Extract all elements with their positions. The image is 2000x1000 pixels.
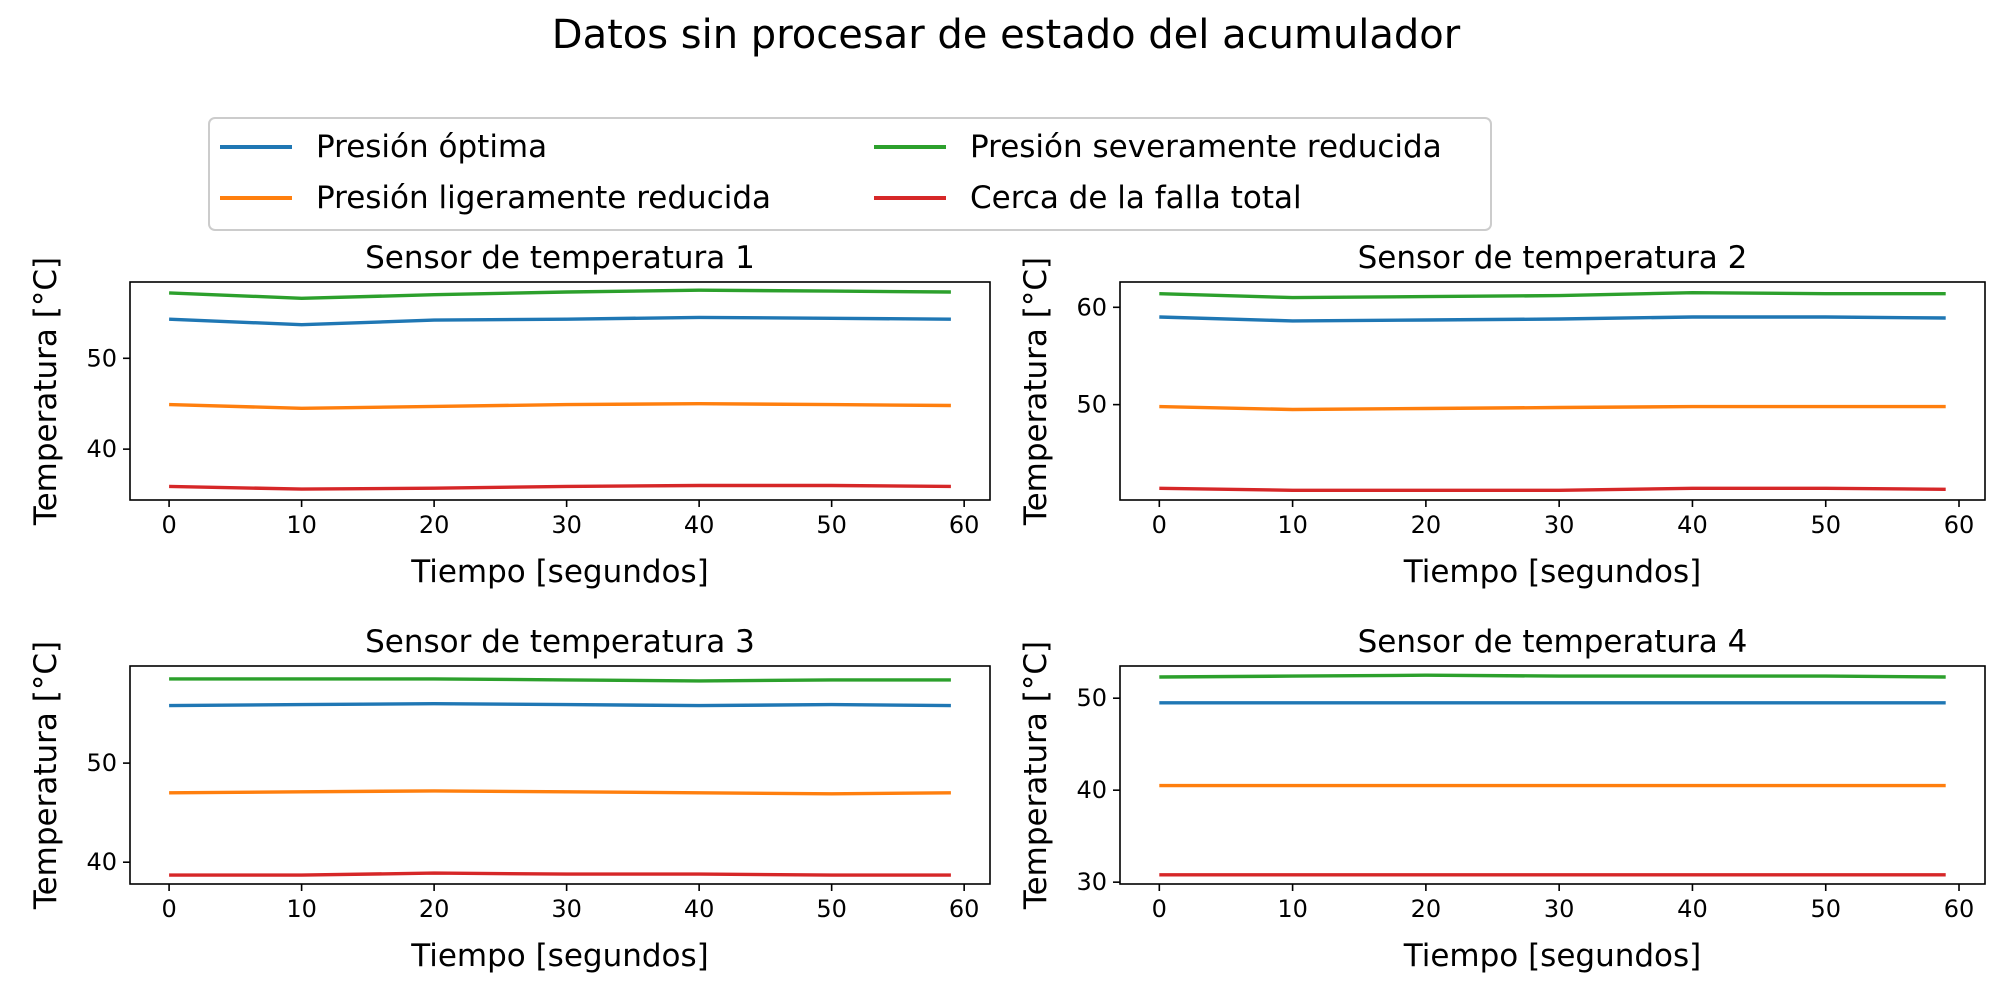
panel-4-ytick-label: 30 [1076,868,1107,896]
panel-3-xlabel: Tiempo [segundos] [410,938,709,974]
panel-sensor-4: 0 10 20 30 40 50 60 30 40 50 Sensor de temperatura… [1018,624,1986,974]
panel-4-series-3 [1159,673,1946,679]
panel-2-xtick-label: 60 [1944,511,1975,539]
figure-title: Datos sin procesar de estado del acumula… [552,12,1461,58]
panel-1-xlabel: Tiempo [segundos] [410,554,709,590]
panel-4-xtick-label: 10 [1277,895,1308,923]
panel-3-axes-frame [129,665,991,885]
panel-2-ytick-label: 50 [1076,391,1107,419]
panel-1-xtick-label: 0 [161,511,176,539]
panel-3-ylabel: Temperatura [°C] [28,641,64,910]
panel-4-axes-frame [1119,665,1986,885]
panel-3-xtick-label: 0 [161,895,176,923]
panel-4-xtick-label: 0 [1152,895,1167,923]
panel-3-ytick-label: 40 [86,848,117,876]
panel-4-ytick-label: 40 [1076,776,1107,804]
panel-2-series-2 [1159,404,1946,412]
panel-3-xtick-label: 30 [551,895,582,923]
panel-1-series-1 [169,315,951,327]
panel-4-ylabel: Temperatura [°C] [1018,641,1054,910]
panel-4-xtick-label: 30 [1544,895,1575,923]
legend-label-optima: Presión óptima [316,129,547,165]
legend-label-ligeramente: Presión ligeramente reducida [316,180,771,216]
panel-sensor-3: 0 10 20 30 40 50 60 40 50 Sensor de temperatura 3… [28,624,991,974]
panel-2-xtick-label: 0 [1152,511,1167,539]
panel-1-series-3 [169,288,951,300]
panel-1-ytick-label: 40 [86,435,117,463]
panel-3-xtick-label: 60 [949,895,980,923]
legend-label-falla: Cerca de la falla total [970,180,1302,216]
panel-1-ylabel: Temperatura [°C] [28,257,64,526]
panel-4-xtick-label: 20 [1411,895,1442,923]
panel-2-ylabel: Temperatura [°C] [1018,257,1054,526]
panel-1-xtick-label: 20 [419,511,450,539]
panel-2-xtick-label: 50 [1810,511,1841,539]
panel-1-xtick-label: 30 [551,511,582,539]
panel-1-xtick-label: 50 [816,511,847,539]
panel-2-xtick-label: 40 [1677,511,1708,539]
panel-2-axes-frame [1119,281,1986,501]
panel-1-title: Sensor de temperatura 1 [365,240,755,276]
panel-4-title: Sensor de temperatura 4 [1358,624,1748,660]
legend: Presión óptima Presión ligeramente reduc… [208,117,1492,231]
panel-4-ytick-label: 50 [1076,684,1107,712]
panel-2-xtick-label: 20 [1411,511,1442,539]
panel-1-xtick-label: 40 [684,511,715,539]
panel-4-xtick-label: 40 [1677,895,1708,923]
panel-2-xlabel: Tiempo [segundos] [1403,554,1702,590]
panel-2-ytick-label: 60 [1076,293,1107,321]
panel-4-xtick-label: 60 [1944,895,1975,923]
panel-1-ytick-label: 50 [86,344,117,372]
panel-3-ytick-label: 50 [86,749,117,777]
panel-3-series-2 [169,789,951,796]
legend-label-severamente: Presión severamente reducida [970,129,1442,165]
panel-1-xtick-label: 10 [286,511,317,539]
panel-sensor-2: 0 10 20 30 40 50 60 50 60 Sensor de temperatura 2… [1018,240,1986,590]
panel-1-xtick-label: 60 [949,511,980,539]
panel-2-series-3 [1159,291,1946,300]
panel-sensor-1: 0 10 20 30 40 50 60 40 50 Sensor de temperatura 1… [28,240,991,590]
panel-3-series-1 [169,702,951,708]
panel-1-axes-frame [129,281,991,501]
panel-3-series-3 [169,677,951,683]
panel-3-xtick-label: 10 [286,895,317,923]
panel-2-xtick-label: 30 [1544,511,1575,539]
panel-1-series-4 [169,483,951,491]
panel-4-xlabel: Tiempo [segundos] [1403,938,1702,974]
panel-3-xtick-label: 50 [816,895,847,923]
panel-3-title: Sensor de temperatura 3 [365,624,755,660]
panel-3-series-4 [169,871,951,877]
panel-2-series-1 [1159,315,1946,323]
panel-3-xtick-label: 40 [684,895,715,923]
panel-2-title: Sensor de temperatura 2 [1358,240,1748,276]
panel-2-series-4 [1159,486,1946,492]
legend-frame [208,117,1492,231]
panel-3-xtick-label: 20 [419,895,450,923]
panel-4-xtick-label: 50 [1810,895,1841,923]
panel-1-series-2 [169,402,951,410]
panel-2-xtick-label: 10 [1277,511,1308,539]
